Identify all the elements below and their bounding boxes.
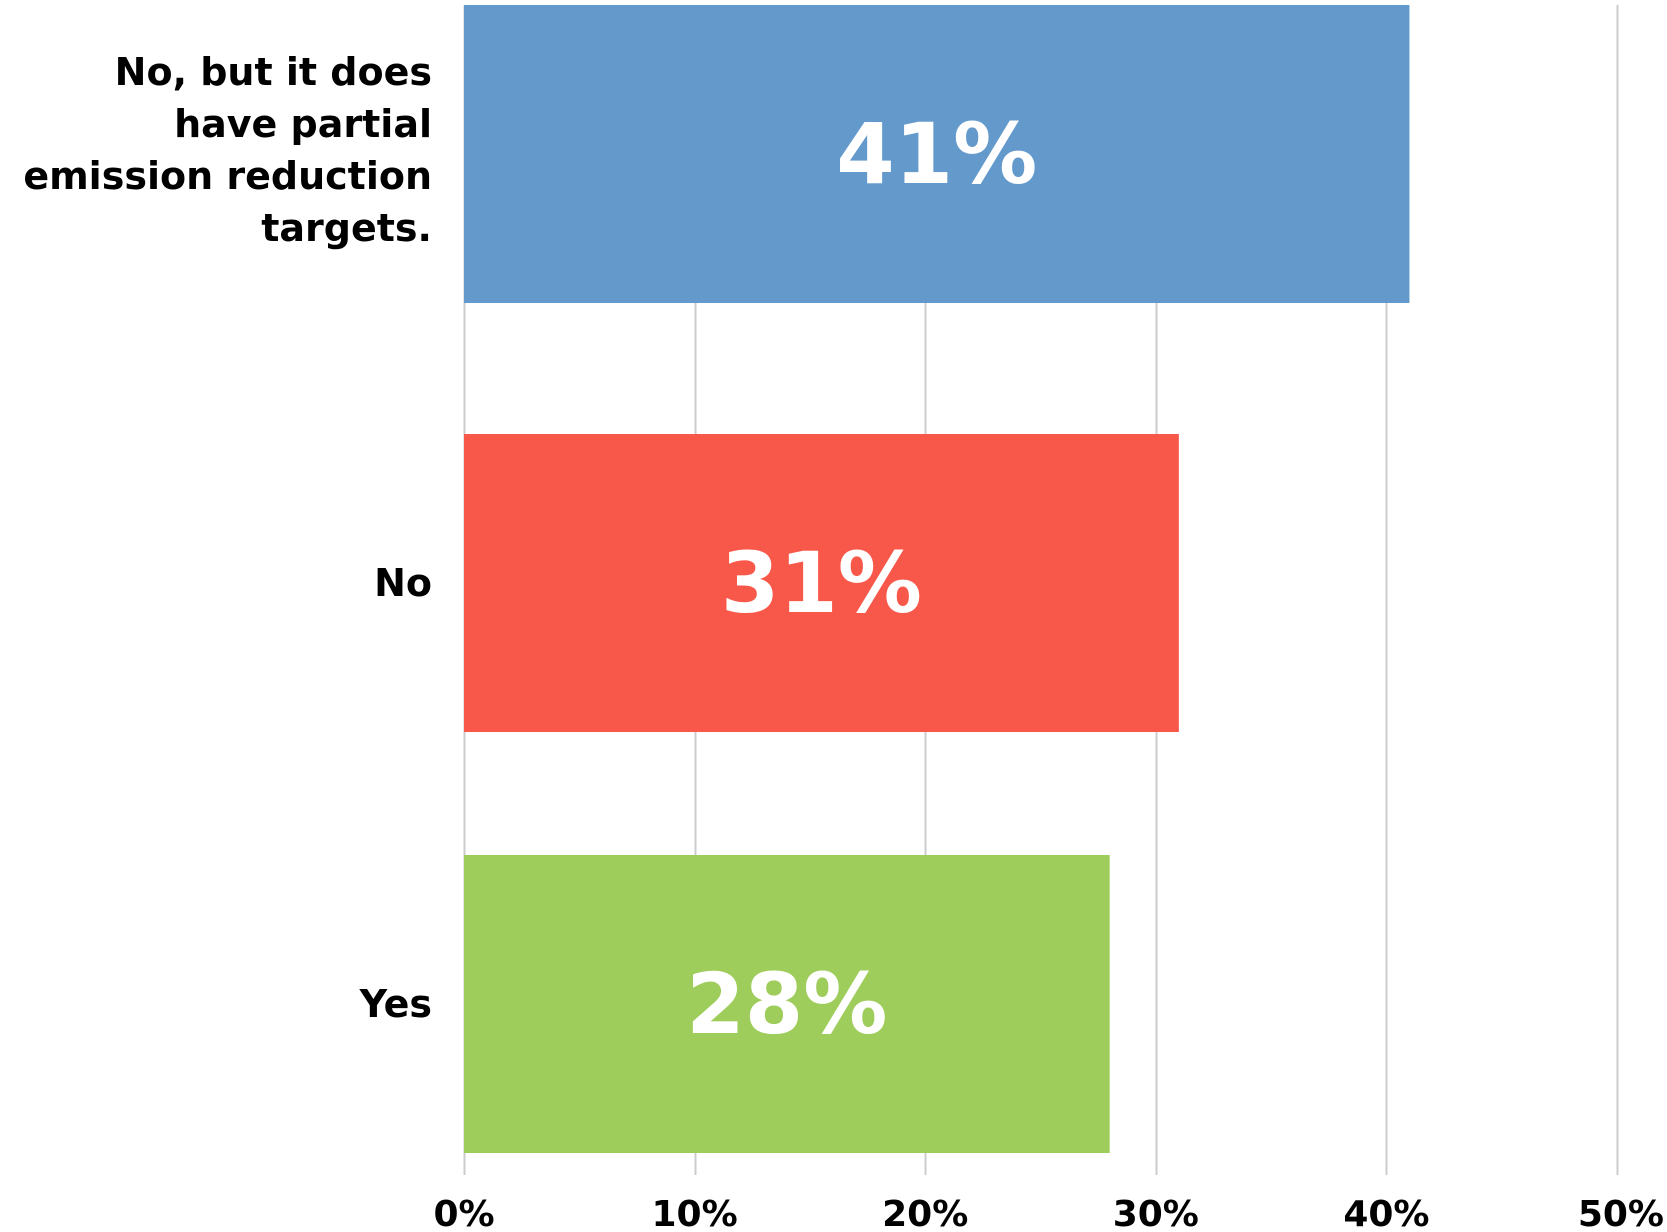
x-tick-label-2: 20% bbox=[882, 1194, 968, 1232]
x-tick-label-5: 50% bbox=[1578, 1194, 1664, 1232]
data-label-0: 41% bbox=[836, 105, 1037, 203]
category-label-1: No bbox=[374, 561, 432, 605]
category-labels: No, but it does have partial emission redu… bbox=[23, 50, 432, 1026]
data-labels: 41% 31% 28% bbox=[686, 105, 1037, 1053]
category-label-2: Yes bbox=[359, 982, 432, 1026]
x-tick-label-3: 30% bbox=[1113, 1194, 1199, 1232]
bars bbox=[464, 5, 1410, 1153]
category-label-0: No, but it does have partial emission redu… bbox=[23, 50, 432, 250]
data-label-2: 28% bbox=[686, 955, 887, 1053]
x-axis-tick-labels: 0% 10% 20% 30% 40% 50% bbox=[433, 1194, 1664, 1232]
x-tick-label-0: 0% bbox=[433, 1194, 494, 1232]
bar-1 bbox=[464, 434, 1179, 732]
bar-0 bbox=[464, 5, 1410, 303]
x-tick-label-1: 10% bbox=[652, 1194, 738, 1232]
data-label-1: 31% bbox=[721, 534, 922, 632]
bar-2 bbox=[464, 855, 1110, 1153]
x-tick-label-4: 40% bbox=[1343, 1194, 1429, 1232]
